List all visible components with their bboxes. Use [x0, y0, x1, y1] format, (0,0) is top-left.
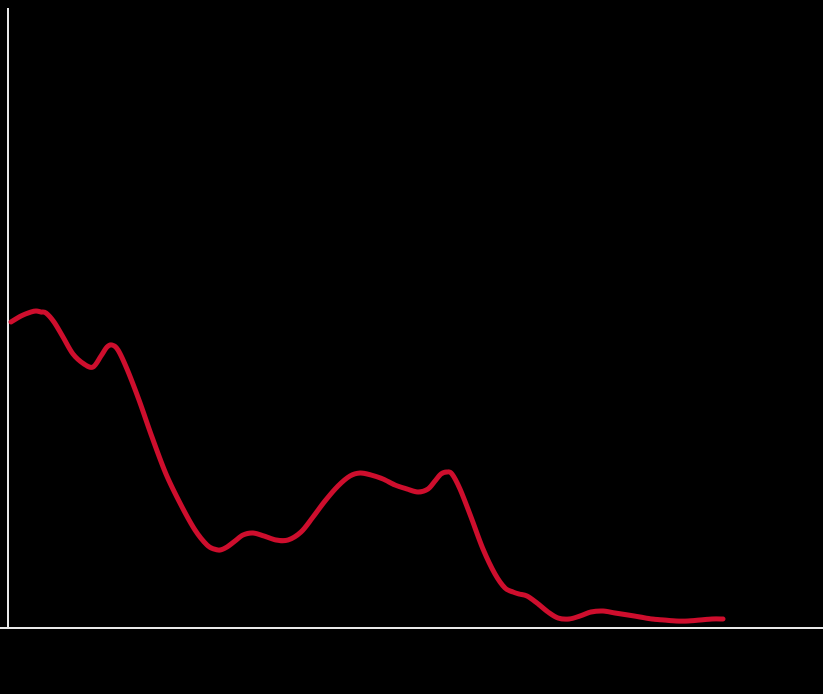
series-line-1: [8, 308, 726, 624]
